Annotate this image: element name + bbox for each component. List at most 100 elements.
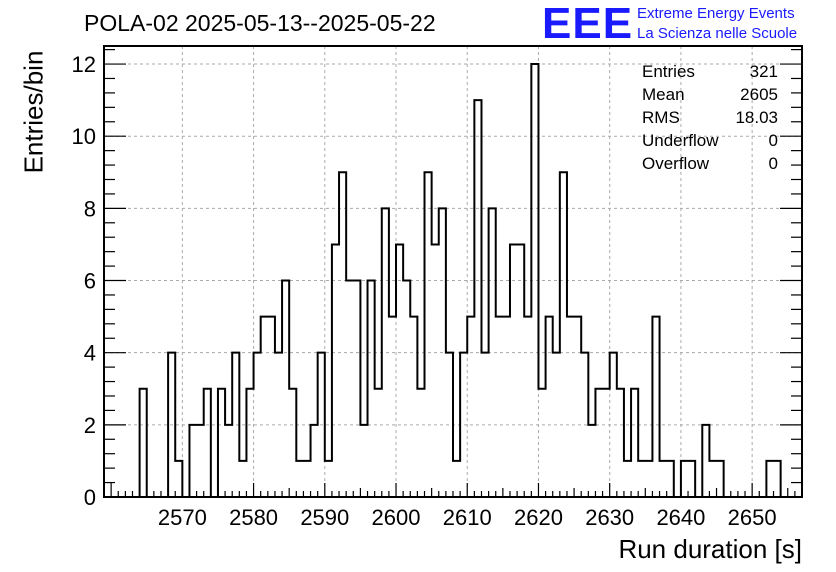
histogram-bin	[375, 389, 382, 497]
stats-value: 2605	[740, 85, 778, 104]
y-axis-label-text: Entries/bin	[18, 50, 49, 174]
chart-title: POLA-02 2025-05-13--2025-05-22	[84, 10, 436, 36]
logo-line-1: Extreme Energy Events	[637, 5, 795, 22]
x-tick-label: 2630	[585, 505, 634, 530]
histogram-bin	[467, 317, 474, 497]
x-tick-label: 2570	[158, 505, 207, 530]
histogram-bin	[303, 461, 310, 497]
histogram-bin	[417, 389, 424, 497]
histogram-bin	[688, 461, 695, 497]
x-axis-label: Run duration [s]	[618, 534, 802, 564]
histogram-bin	[595, 389, 602, 497]
histogram-bin	[140, 389, 147, 497]
y-tick-label: 6	[84, 269, 96, 294]
stats-label: Entries	[642, 62, 695, 81]
histogram-bin	[538, 389, 545, 497]
histogram-bin	[332, 244, 339, 497]
histogram-bin	[766, 461, 773, 497]
histogram-bin	[296, 461, 303, 497]
histogram-bin	[510, 244, 517, 497]
histogram-bin	[567, 317, 574, 497]
logo-line-2: La Scienza nelle Scuole	[637, 25, 798, 42]
histogram-bin	[261, 317, 268, 497]
histogram-bin	[588, 425, 595, 497]
histogram-bin	[239, 461, 246, 497]
x-tick-label: 2590	[300, 505, 349, 530]
histogram-bin	[474, 100, 481, 497]
histogram-bin	[774, 461, 781, 497]
histogram-bin	[189, 425, 196, 497]
histogram-bin	[517, 244, 524, 497]
histogram-bin	[503, 317, 510, 497]
x-tick-label: 2620	[514, 505, 563, 530]
histogram-bin	[496, 317, 503, 497]
histogram-bin	[524, 317, 531, 497]
histogram-bin	[560, 172, 567, 497]
histogram-bin	[282, 281, 289, 497]
histogram-bin	[652, 317, 659, 497]
stats-value: 18.03	[735, 108, 778, 127]
histogram-bin	[453, 461, 460, 497]
x-tick-label: 2600	[372, 505, 421, 530]
histogram-bin	[574, 317, 581, 497]
histogram-bin	[311, 425, 318, 497]
histogram-bin	[624, 461, 631, 497]
stats-value: 321	[749, 62, 778, 81]
stats-box: Entries 321 Mean 2605 RMS 18.03 Underflo…	[642, 60, 778, 175]
stats-row-overflow: Overflow 0	[642, 152, 778, 175]
histogram-bin	[631, 389, 638, 497]
stats-label: Underflow	[642, 131, 719, 150]
histogram-bin	[645, 461, 652, 497]
histogram-bin	[325, 461, 332, 497]
histogram-bin	[667, 461, 674, 497]
histogram-bin	[432, 244, 439, 497]
histogram-bin	[396, 244, 403, 497]
histogram-bin	[403, 281, 410, 497]
stats-label: Mean	[642, 85, 685, 104]
logo-caption: Extreme Energy Events La Scienza nelle S…	[637, 4, 797, 44]
histogram-bin	[702, 425, 709, 497]
histogram-bin	[346, 281, 353, 497]
histogram-bin	[204, 389, 211, 497]
y-axis-ticks: 0 2 4 6 8 10 12	[72, 49, 802, 510]
histogram-bin	[289, 389, 296, 497]
histogram-bin	[603, 389, 610, 497]
histogram-outline	[132, 63, 782, 498]
histogram-bin	[339, 172, 346, 497]
eee-logo: EEE	[542, 0, 634, 48]
x-tick-label: 2650	[728, 505, 777, 530]
stats-row-mean: Mean 2605	[642, 83, 778, 106]
histogram-bin	[660, 461, 667, 497]
stats-row-entries: Entries 321	[642, 60, 778, 83]
stats-row-underflow: Underflow 0	[642, 129, 778, 152]
y-tick-label: 10	[72, 124, 96, 149]
histogram-bin	[225, 425, 232, 497]
x-tick-label: 2580	[229, 505, 278, 530]
y-tick-label: 4	[84, 341, 96, 366]
histogram-bin	[717, 461, 724, 497]
histogram-bin	[410, 317, 417, 497]
histogram-bin	[175, 461, 182, 497]
histogram-bin	[218, 389, 225, 497]
stats-value: 0	[768, 131, 778, 150]
histogram-bin	[360, 425, 367, 497]
histogram-bin	[617, 389, 624, 497]
stats-row-rms: RMS 18.03	[642, 106, 778, 129]
histogram-bin	[368, 281, 375, 497]
x-tick-label: 2610	[443, 505, 492, 530]
x-axis-ticks: 2570 2580 2590 2600 2610 2620 2630 2640 2650	[103, 483, 803, 530]
stats-label: RMS	[642, 108, 680, 127]
histogram-bin	[709, 461, 716, 497]
stats-label: Overflow	[642, 154, 710, 173]
histogram-bin	[389, 317, 396, 497]
y-tick-label: 12	[72, 52, 96, 77]
histogram-bin	[197, 425, 204, 497]
histogram-bin	[546, 317, 553, 497]
x-tick-label: 2640	[656, 505, 705, 530]
stats-value: 0	[768, 154, 778, 173]
histogram-bin	[268, 317, 275, 497]
y-tick-label: 2	[84, 413, 96, 438]
histogram-bin	[638, 461, 645, 497]
y-tick-label: 0	[84, 485, 96, 510]
